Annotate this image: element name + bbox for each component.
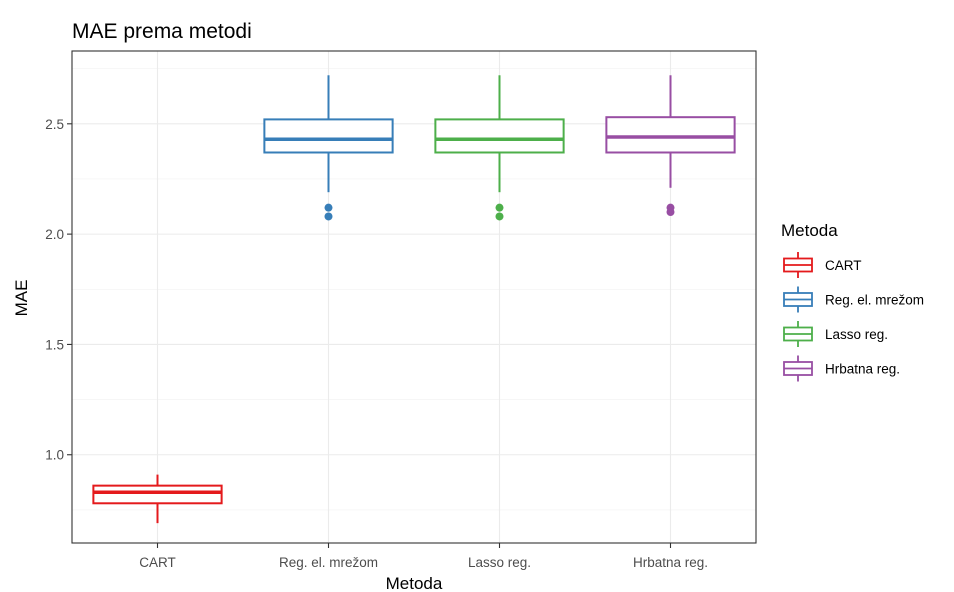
- y-tick-label: 2.0: [45, 227, 64, 242]
- y-tick-label: 2.5: [45, 117, 64, 132]
- panel-border: [71, 50, 757, 544]
- y-tick-label: 1.5: [45, 337, 64, 352]
- box-iqr: [263, 118, 394, 154]
- outlier-point: [495, 203, 504, 212]
- x-axis: CART Reg. el. mrežom Lasso reg. Hrbatna reg…: [139, 543, 708, 570]
- legend-label: CART: [825, 258, 862, 273]
- legend-label: Lasso reg.: [825, 327, 888, 342]
- box-4: [605, 75, 736, 217]
- outlier-point: [495, 212, 504, 221]
- outlier-point: [324, 203, 333, 212]
- box-iqr: [605, 116, 736, 154]
- legend-item: Reg. el. mrežom: [783, 286, 924, 313]
- x-tick-label: Lasso reg.: [468, 555, 531, 570]
- y-axis: 1.0 1.5 2.0 2.5: [45, 117, 72, 463]
- box-3: [434, 75, 565, 221]
- x-tick-label: Reg. el. mrežom: [279, 555, 378, 570]
- x-tick-label: Hrbatna reg.: [633, 555, 708, 570]
- legend-item: CART: [783, 252, 862, 278]
- box-1: [92, 474, 223, 524]
- boxes: [92, 75, 736, 524]
- legend-label: Hrbatna reg.: [825, 362, 900, 377]
- y-axis-title: MAE: [12, 280, 31, 317]
- legend-item: Lasso reg.: [783, 321, 888, 347]
- legend-label: Reg. el. mrežom: [825, 293, 924, 308]
- x-tick-label: CART: [139, 555, 176, 570]
- legend-title: Metoda: [781, 221, 838, 240]
- chart-title: MAE prema metodi: [72, 20, 252, 43]
- outlier-point: [666, 208, 675, 217]
- x-axis-title: Metoda: [386, 574, 443, 592]
- legend: Metoda CART Reg. el. mrežom Lasso reg. Hrba…: [781, 221, 924, 382]
- legend-items: CART Reg. el. mrežom Lasso reg. Hrbatna reg…: [783, 252, 924, 382]
- box-iqr: [434, 118, 565, 154]
- legend-item: Hrbatna reg.: [783, 355, 900, 382]
- outlier-point: [324, 212, 333, 221]
- y-tick-label: 1.0: [45, 448, 64, 463]
- box-iqr: [92, 484, 223, 505]
- box-2: [263, 75, 394, 221]
